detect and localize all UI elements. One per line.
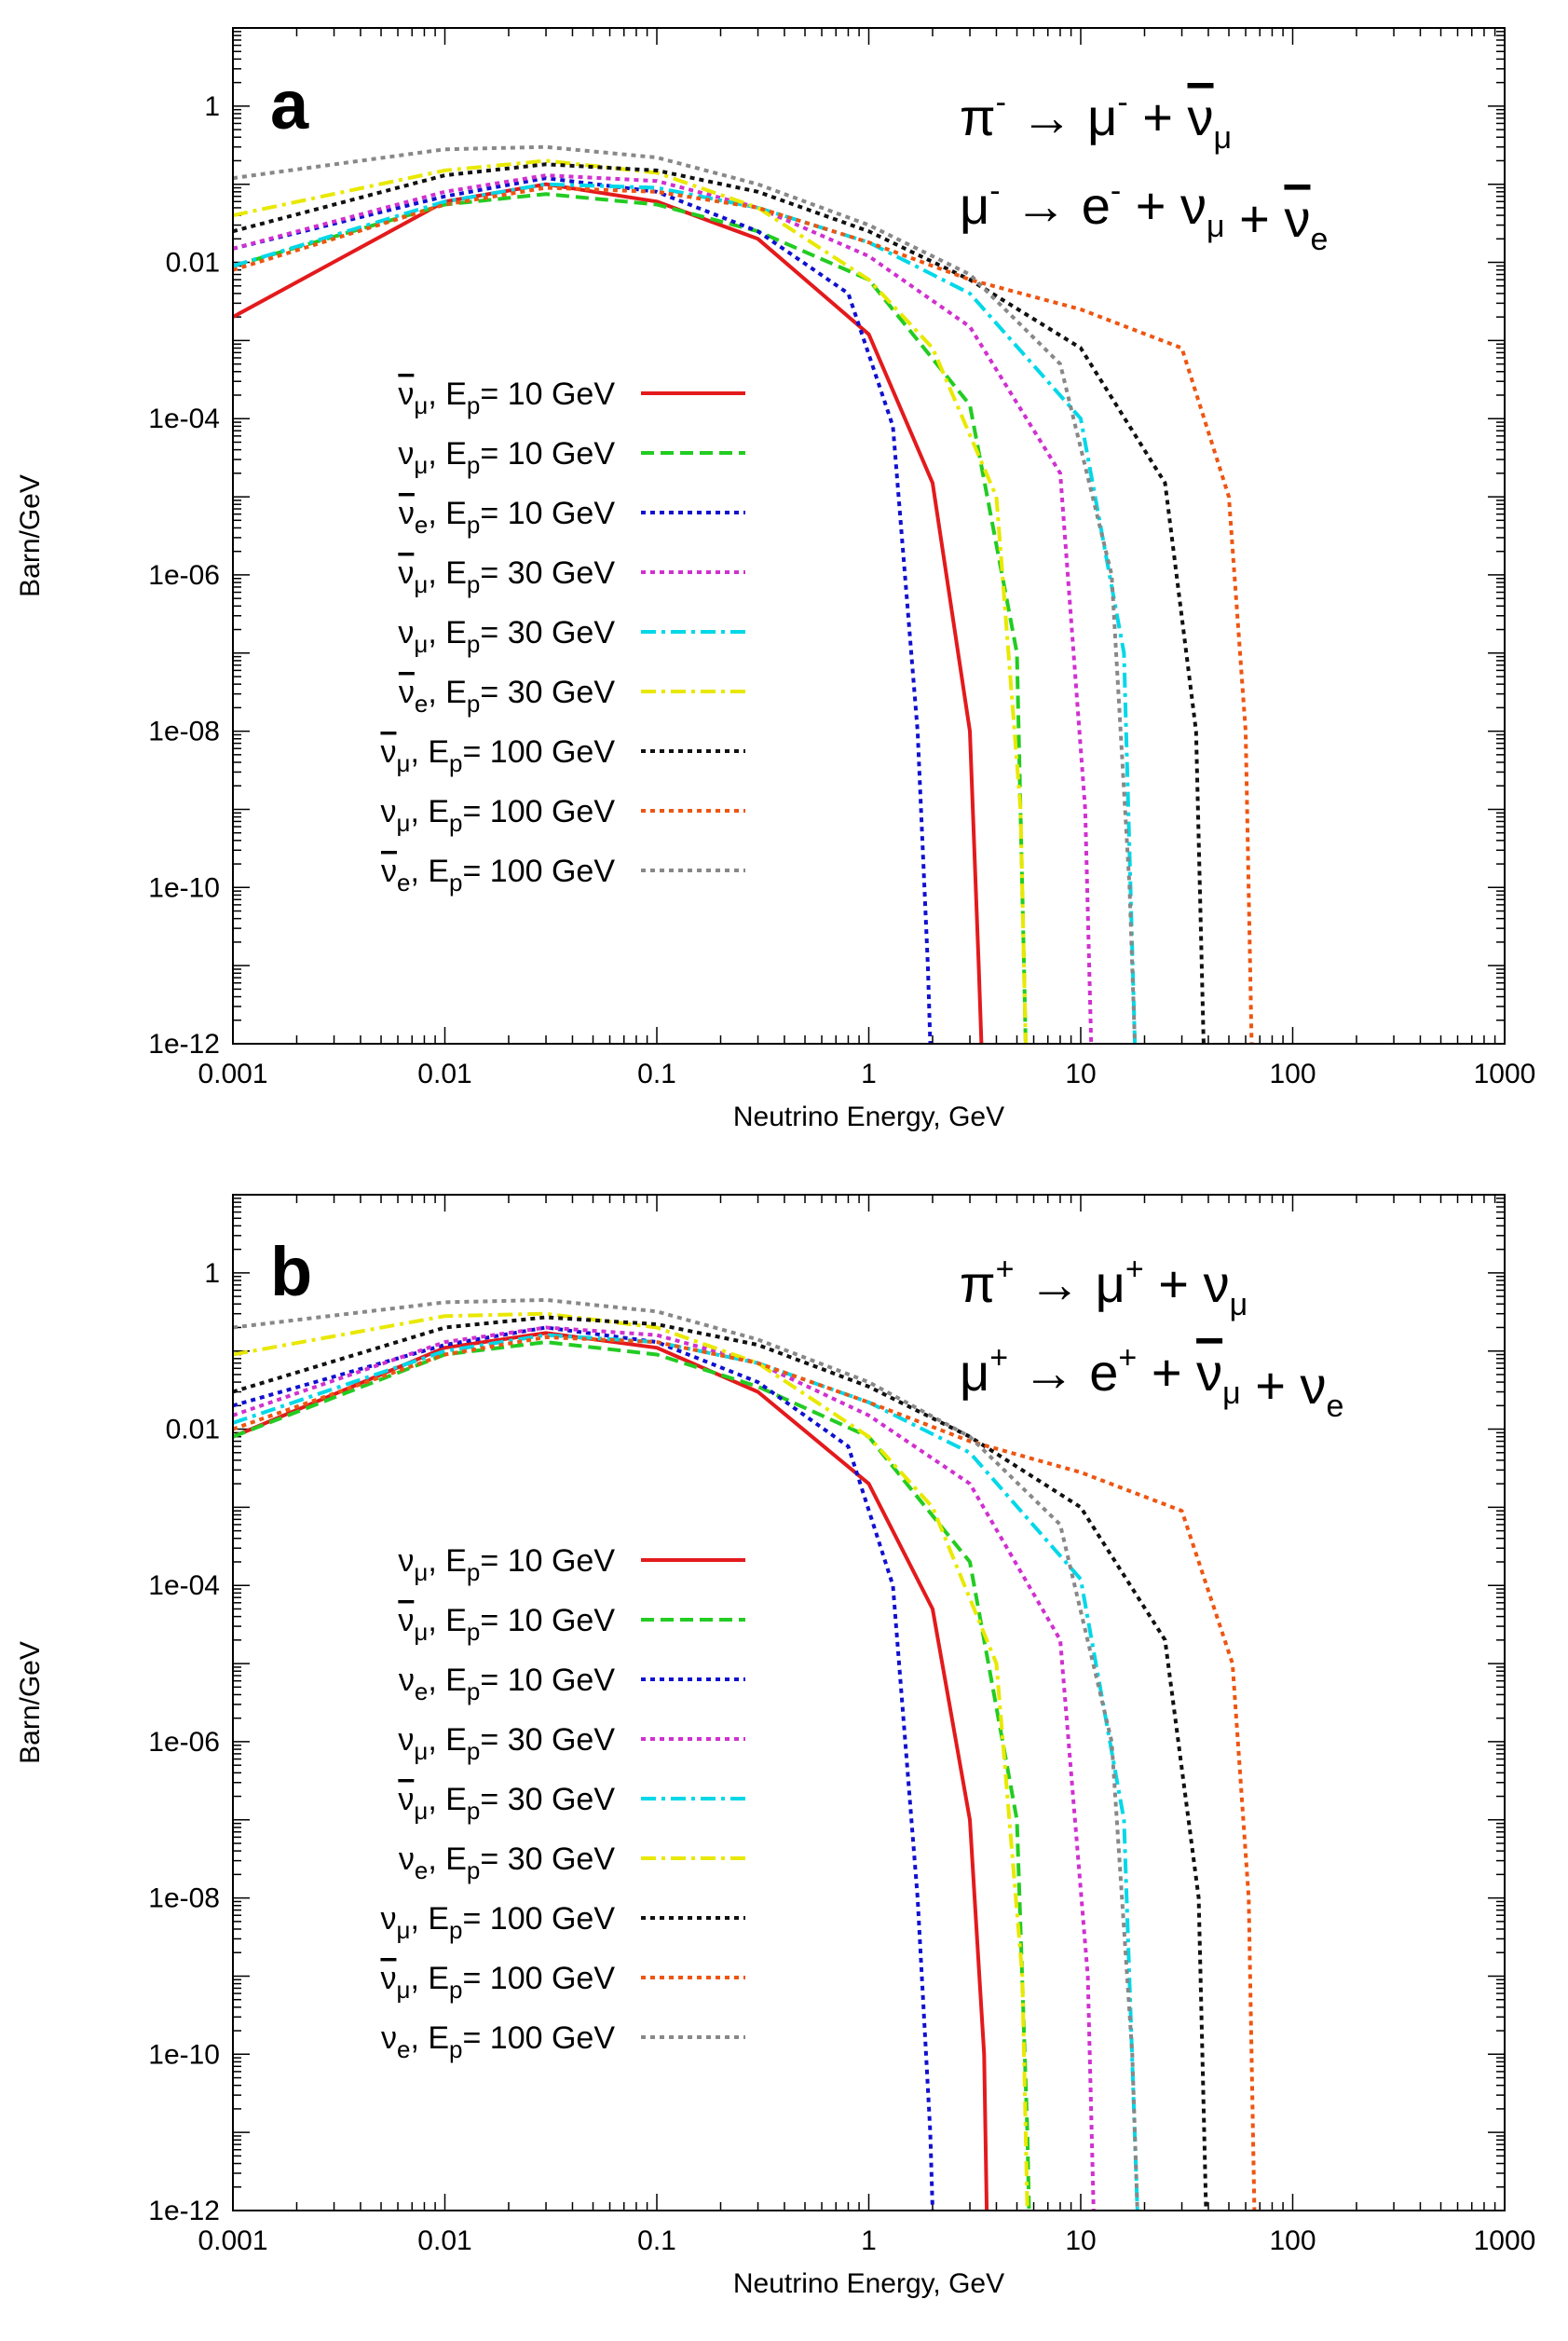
series-line [233,1311,1029,2211]
legend-label: νμ, Ep= 30 GeV [398,615,615,658]
series-line [233,1325,1096,2211]
legend-label: νμ, Ep= 100 GeV [380,734,615,777]
y-tick-label: 1e-06 [148,560,220,591]
plot-frame [232,1194,1506,2211]
axis-ticks [232,28,1505,1045]
x-tick-label: 100 [1269,1059,1316,1089]
reaction-equation: μ+ → e+ + νμ + νe [960,1340,1343,1424]
y-tick-label: 1e-10 [148,872,220,903]
x-tick-label: 10 [1065,2225,1096,2256]
axis-ticks [232,1195,1505,2211]
series-line [233,182,984,1044]
y-tick-label: 1e-04 [148,1570,220,1601]
series-line [233,185,1254,1044]
legend-label: νμ, Ep= 10 GeV [398,1543,615,1586]
series-line [233,1340,1031,2211]
series-line [233,1335,1257,2211]
series-line [233,1331,989,2211]
y-tick-label: 1e-12 [148,2196,220,2226]
x-tick-label: 1 [861,1059,877,1089]
chart-panel-b: 0.001 0.01 0.1 1 10 100 1000 1e-12 1e-10 1e-08 1e-… [15,1194,1536,2299]
series-line [233,144,1138,1044]
legend-label: νμ, Ep= 30 GeV [398,1782,615,1825]
y-tick-label: 1e-08 [148,717,220,747]
y-tick-label: 0.01 [166,1415,220,1445]
reaction-equation: π- → μ- + νμ [960,85,1232,156]
plot-frame [232,27,1506,1045]
legend-label: νμ, Ep= 100 GeV [380,1961,615,2004]
legend-label: νμ, Ep= 30 GeV [398,1722,615,1765]
legend-label: νe, Ep= 30 GeV [399,675,615,718]
x-tick-label: 0.1 [637,1059,676,1089]
x-tick-label: 0.1 [637,2225,676,2256]
reaction-equation: μ- → e- + νμ + νe [960,173,1328,257]
x-tick-label: 10 [1065,1059,1096,1089]
series-line [233,1325,934,2211]
series-line [233,173,1094,1044]
series-line [233,192,1028,1044]
y-tick-label: 1 [204,1258,220,1289]
y-tick-label: 1e-08 [148,1883,220,1914]
legend-label: νe, Ep= 30 GeV [399,1841,615,1884]
legend-label: νμ, Ep= 10 GeV [398,1603,615,1646]
y-tick-label: 0.01 [166,248,220,279]
panel-letter: a [270,66,309,144]
legend-label: νe, Ep= 10 GeV [399,496,615,539]
legend-label: νμ, Ep= 10 GeV [398,376,615,419]
legend-label: νμ, Ep= 100 GeV [380,794,615,837]
y-tick-label: 1e-10 [148,2039,220,2070]
x-tick-label: 1 [861,2225,877,2256]
legend-label: νμ, Ep= 100 GeV [380,1901,615,1944]
legend-label: νe, Ep= 10 GeV [399,1663,615,1705]
series-line [233,176,933,1044]
x-tick-label: 100 [1269,2225,1316,2256]
legend-label: νe, Ep= 100 GeV [381,2020,615,2063]
y-tick-label: 1e-04 [148,404,220,434]
y-tick-label: 1e-12 [148,1029,220,1060]
x-tick-label: 0.01 [417,2225,471,2256]
series-line [233,158,1028,1044]
series-line [233,1297,1139,2211]
x-tick-label: 0.001 [198,2225,267,2256]
x-tick-label: 1000 [1474,1059,1536,1089]
chart-panel-a: 0.001 0.01 0.1 1 10 100 1000 1e-12 1e-10 1e-08 1e-… [15,27,1536,1132]
legend-label: νμ, Ep= 10 GeV [398,436,615,479]
y-tick-label: 1 [204,91,220,122]
series-line [233,1315,1208,2211]
y-tick-label: 1e-06 [148,1727,220,1758]
x-axis-title: Neutrino Energy, GeV [733,1102,1004,1132]
reaction-equation: π+ → μ+ + νμ [960,1252,1248,1322]
legend-label: νe, Ep= 100 GeV [381,854,615,897]
x-tick-label: 0.01 [417,1059,471,1089]
series-group [233,1297,1257,2211]
x-tick-label: 1000 [1474,2225,1536,2256]
y-axis-title: Barn/GeV [15,1641,46,1764]
series-line [233,182,1138,1044]
x-tick-label: 0.001 [198,1059,267,1089]
x-axis-title: Neutrino Energy, GeV [733,2268,1004,2299]
series-group [233,144,1254,1044]
panel-letter: b [270,1233,312,1310]
legend-label: νμ, Ep= 30 GeV [398,555,615,598]
y-axis-title: Barn/GeV [15,474,46,597]
series-line [233,1333,1139,2211]
series-line [233,162,1206,1044]
